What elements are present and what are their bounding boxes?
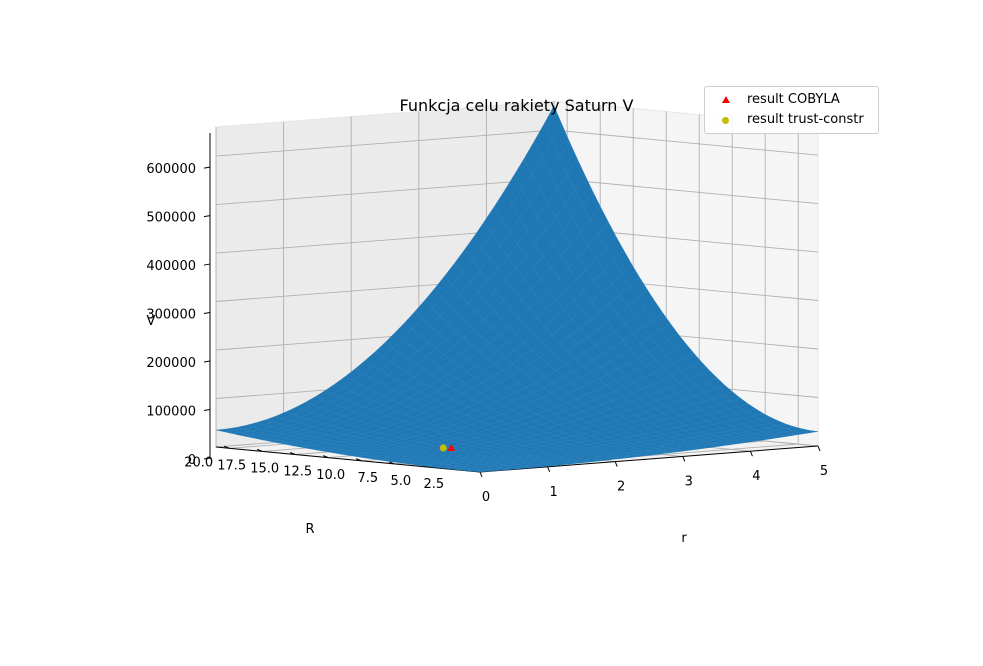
tick-label-R: 5.0 [391, 474, 412, 489]
surface-patch [472, 470, 490, 473]
tick-R [356, 458, 362, 462]
legend-label-cobyla: result COBYLA [747, 92, 840, 107]
result-markers [439, 444, 456, 452]
legend-entry-trust-constr: result trust-constr [719, 111, 864, 129]
tick-labels: 0 1 2 3 4 52.55.07.510.012.515.017.520.001000… [146, 162, 828, 505]
tick-label-r: 2 [617, 480, 625, 495]
tick-r [614, 461, 618, 467]
tick-label-R: 20.0 [184, 455, 213, 470]
tick-label-R: 10.0 [316, 468, 345, 483]
tick-label-V: 0 [188, 453, 196, 468]
tick-R [257, 448, 263, 452]
axis-R [215, 446, 481, 473]
tick-label-R: 2.5 [424, 477, 445, 492]
tick-label-r: 5 [820, 464, 828, 479]
tick-V [203, 263, 211, 266]
axis-label-V: V [147, 314, 156, 329]
yellow-dot-icon [719, 113, 733, 127]
tick-label-V: 500000 [146, 211, 196, 226]
legend-label-trust-constr: result trust-constr [747, 112, 864, 127]
axis-label-R: R [305, 522, 314, 537]
tick-V [203, 409, 211, 412]
tick-r [547, 466, 551, 472]
axis-labels: r R V [147, 314, 688, 546]
surface-mesh [215, 105, 819, 473]
tick-R [323, 455, 329, 459]
tick-V [203, 215, 211, 218]
tick-r [817, 445, 821, 452]
tick-V [203, 166, 211, 169]
tick-label-R: 12.5 [283, 465, 312, 480]
tick-label-V: 100000 [146, 405, 196, 420]
tick-label-R: 15.0 [250, 462, 279, 477]
tick-label-R: 7.5 [358, 471, 379, 486]
tick-label-r: 3 [685, 474, 693, 489]
tick-label-r: 4 [752, 469, 760, 484]
tick-V [203, 457, 211, 460]
marker-trust-constr [439, 444, 447, 452]
tick-r [749, 451, 753, 457]
axis-r [479, 445, 819, 473]
tick-R [224, 445, 230, 449]
tick-label-r: 1 [549, 485, 557, 500]
tick-label-V: 400000 [146, 259, 196, 274]
axis-label-r: r [681, 531, 687, 546]
tick-r [682, 456, 686, 462]
tick-R [290, 452, 296, 455]
tick-r [479, 471, 483, 478]
tick-label-V: 300000 [146, 308, 196, 323]
tick-label-R: 17.5 [217, 458, 246, 473]
tick-label-r: 0 [482, 490, 490, 505]
tick-V [203, 312, 211, 315]
red-triangle-icon [719, 93, 733, 107]
chart-title: Funkcja celu rakiety Saturn V [399, 96, 634, 115]
marker-cobyla [447, 444, 456, 451]
tick-R [389, 461, 395, 465]
tick-V [203, 360, 211, 363]
legend-entry-cobyla: result COBYLA [719, 91, 840, 109]
legend: result COBYLA result trust-constr [704, 86, 879, 134]
tick-label-V: 600000 [146, 162, 196, 177]
tick-label-V: 200000 [146, 356, 196, 371]
